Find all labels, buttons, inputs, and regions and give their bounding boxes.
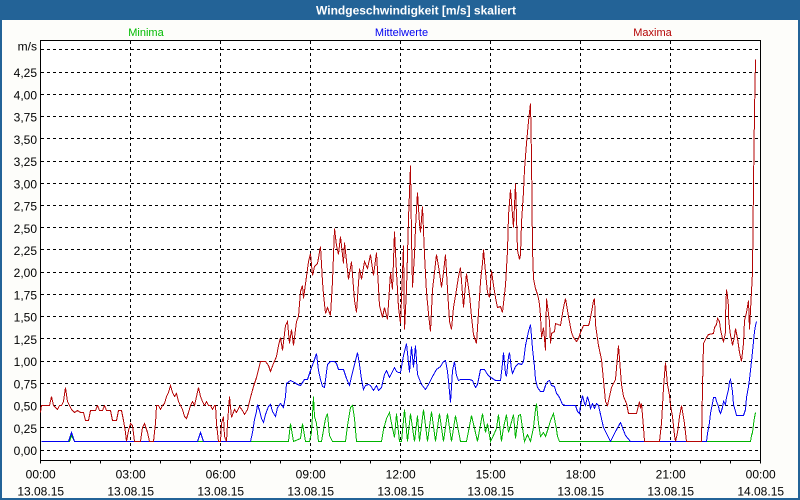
svg-text:Windgeschwindigkeit [m/s] skal: Windgeschwindigkeit [m/s] skaliert: [316, 4, 516, 18]
svg-text:4,00: 4,00: [14, 88, 38, 102]
svg-text:0,25: 0,25: [14, 422, 38, 436]
svg-text:Maxima: Maxima: [633, 27, 672, 39]
svg-text:1,00: 1,00: [14, 355, 38, 369]
svg-text:2,25: 2,25: [14, 244, 38, 258]
svg-text:3,25: 3,25: [14, 155, 38, 169]
svg-text:4,25: 4,25: [14, 66, 38, 80]
svg-text:0,00: 0,00: [14, 444, 38, 458]
svg-text:0,75: 0,75: [14, 377, 38, 391]
svg-text:13.08.15: 13.08.15: [107, 485, 154, 499]
svg-text:2,50: 2,50: [14, 222, 38, 236]
svg-text:1,50: 1,50: [14, 311, 38, 325]
svg-text:14.08.15: 14.08.15: [737, 485, 784, 499]
svg-text:03:00: 03:00: [116, 468, 146, 482]
svg-text:13.08.15: 13.08.15: [557, 485, 604, 499]
svg-text:Mittelwerte: Mittelwerte: [375, 27, 428, 39]
svg-text:m/s: m/s: [18, 40, 37, 54]
svg-text:21:00: 21:00: [656, 468, 686, 482]
svg-text:2,00: 2,00: [14, 266, 38, 280]
svg-text:3,00: 3,00: [14, 177, 38, 191]
svg-text:2,75: 2,75: [14, 200, 38, 214]
svg-text:1,25: 1,25: [14, 333, 38, 347]
svg-text:09:00: 09:00: [296, 468, 326, 482]
svg-text:18:00: 18:00: [566, 468, 596, 482]
svg-text:00:00: 00:00: [26, 468, 56, 482]
svg-text:12:00: 12:00: [386, 468, 416, 482]
svg-text:15:00: 15:00: [476, 468, 506, 482]
svg-text:00:00: 00:00: [746, 468, 776, 482]
svg-text:3,75: 3,75: [14, 111, 38, 125]
svg-text:13.08.15: 13.08.15: [377, 485, 424, 499]
svg-text:13.08.15: 13.08.15: [467, 485, 514, 499]
svg-text:Minima: Minima: [128, 27, 164, 39]
svg-text:3,50: 3,50: [14, 133, 38, 147]
svg-text:13.08.15: 13.08.15: [17, 485, 64, 499]
svg-text:1,75: 1,75: [14, 288, 38, 302]
svg-text:13.08.15: 13.08.15: [647, 485, 694, 499]
svg-text:06:00: 06:00: [206, 468, 236, 482]
svg-text:13.08.15: 13.08.15: [287, 485, 334, 499]
svg-text:0,50: 0,50: [14, 400, 38, 414]
svg-text:13.08.15: 13.08.15: [197, 485, 244, 499]
